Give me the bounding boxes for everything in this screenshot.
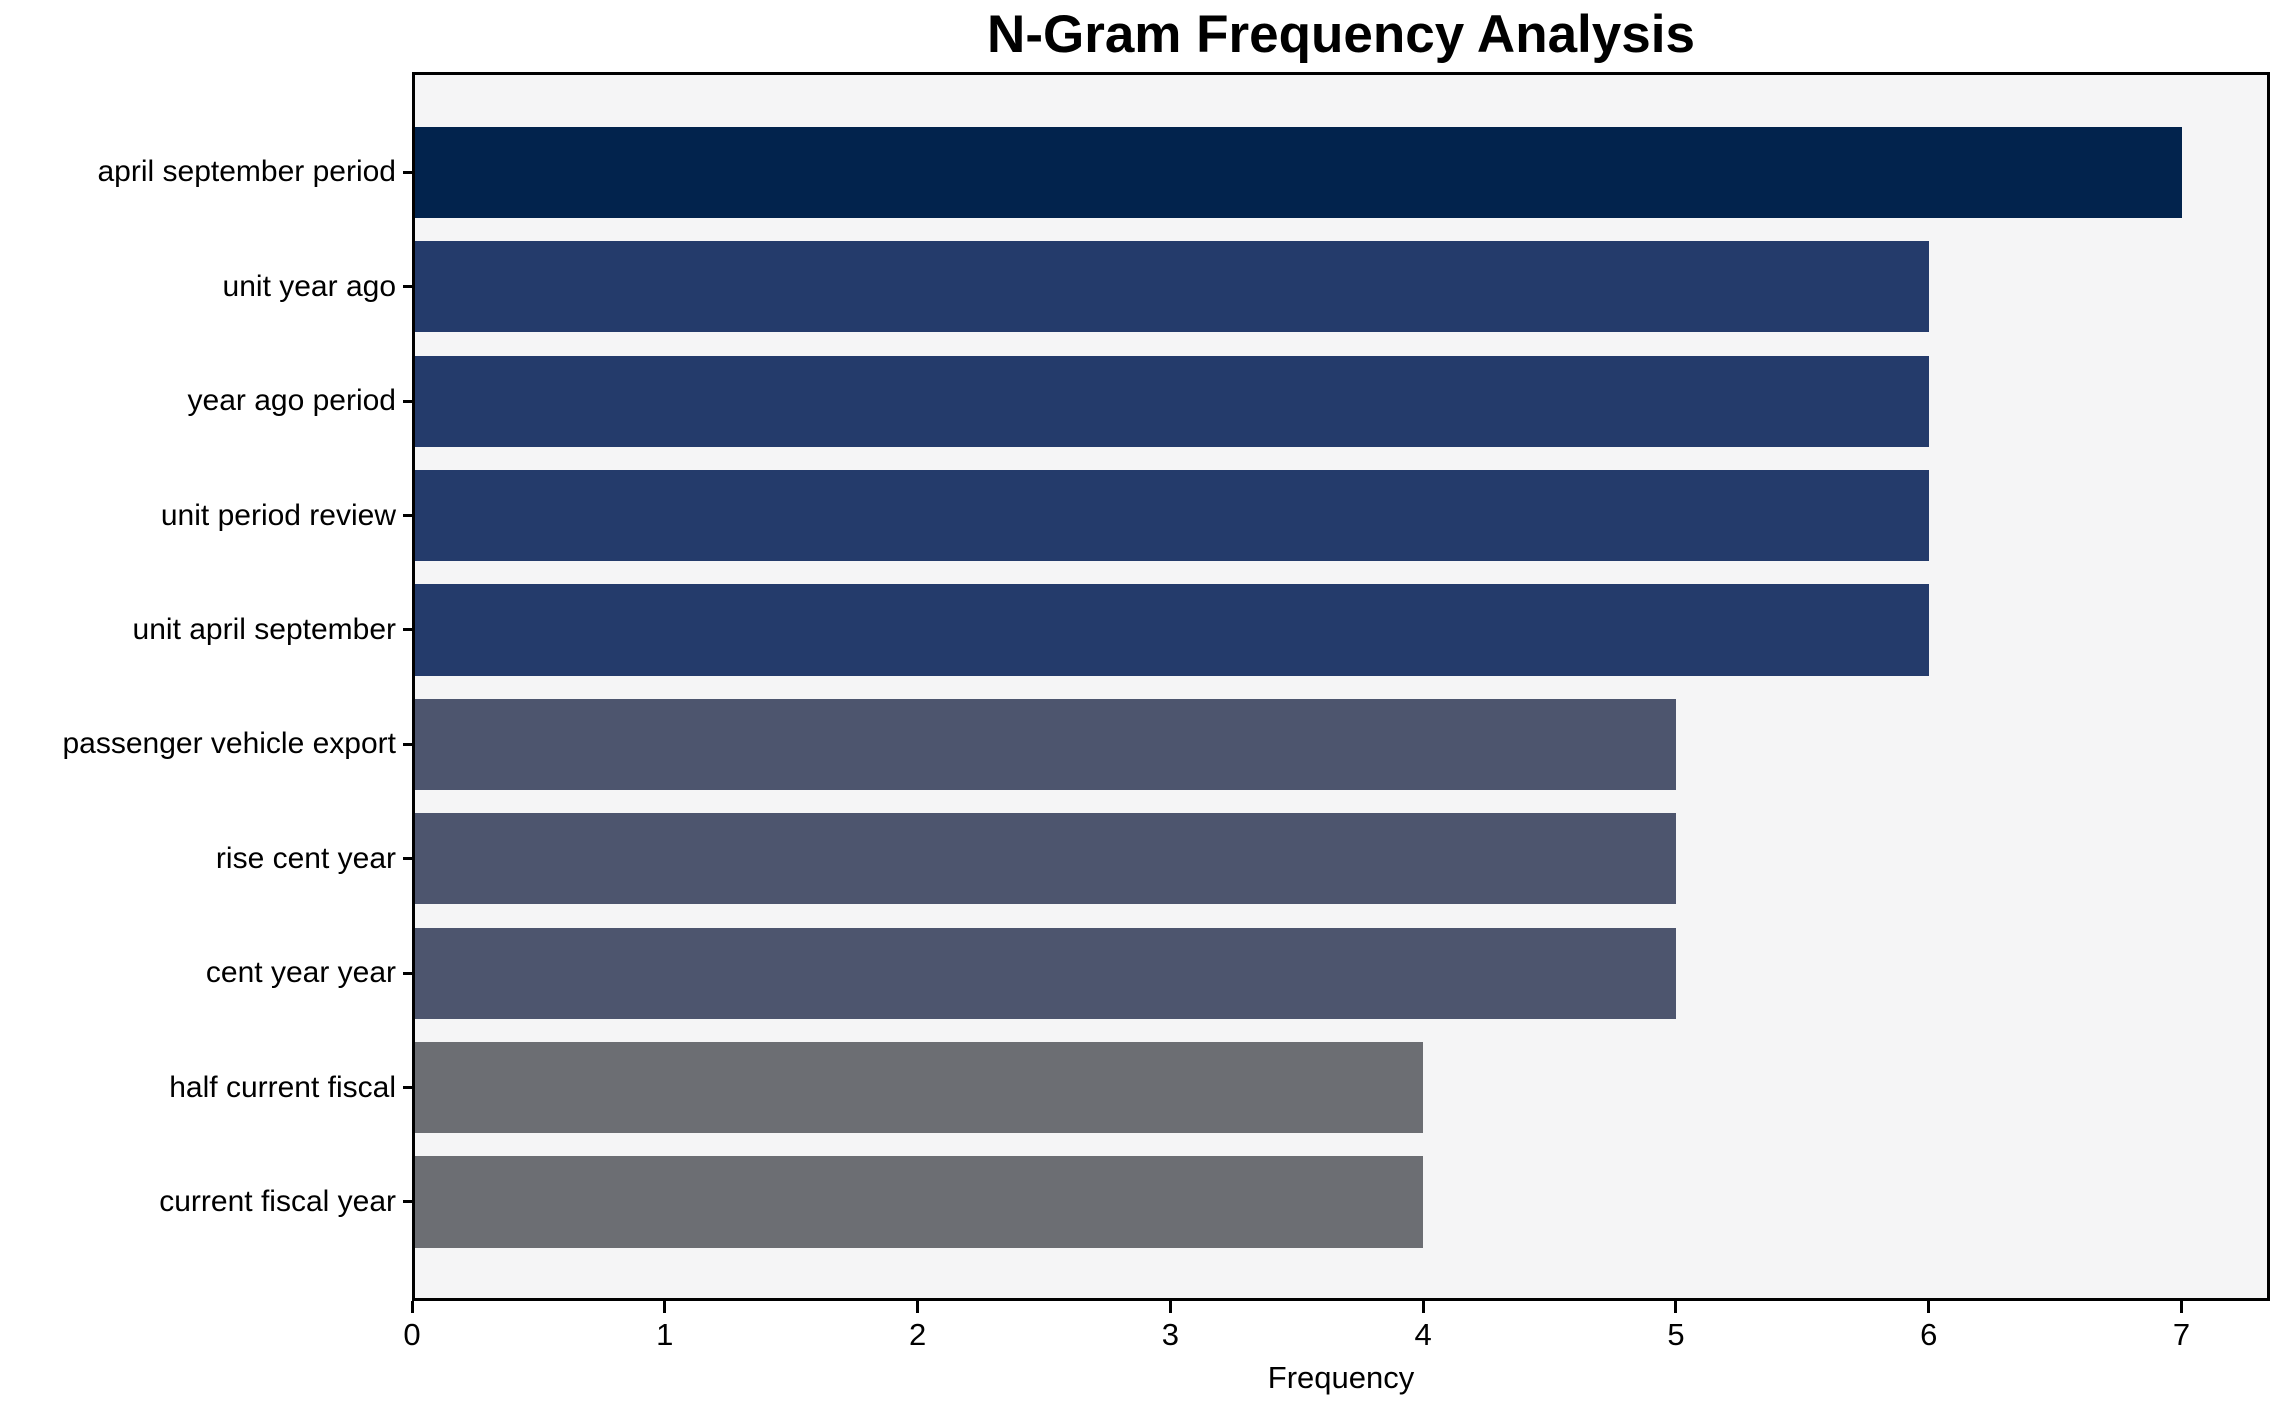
x-tick-mark [663,1301,667,1313]
y-tick-label: unit year ago [222,269,396,303]
x-tick-label: 5 [1667,1317,1685,1352]
y-tick-mark [403,1200,412,1204]
y-tick-label: rise cent year [215,841,396,875]
y-tick-mark [403,170,412,174]
x-tick-mark [410,1301,414,1313]
x-tick-mark [1421,1301,1425,1313]
x-axis-title: Frequency [1267,1360,1415,1395]
bar [412,355,1929,447]
y-tick-label: unit april september [132,612,396,646]
bar [412,584,1929,676]
y-tick-label: year ago period [187,384,396,418]
x-tick-mark [1674,1301,1678,1313]
bar [412,927,1676,1019]
x-tick-label: 4 [1414,1317,1432,1352]
y-tick-label: current fiscal year [159,1184,396,1218]
x-tick-mark [2180,1301,2184,1313]
bar [412,1041,1424,1134]
plot-area [412,72,2270,1301]
bar [412,698,1676,790]
y-tick-mark [403,285,412,289]
y-tick-mark [403,514,412,518]
y-tick-mark [403,628,412,632]
y-tick-label: unit period review [160,498,396,532]
y-tick-mark [403,971,412,975]
bar [412,1156,1424,1248]
x-tick-mark [1168,1301,1172,1313]
y-tick-mark [403,857,412,861]
y-tick-mark [403,742,412,746]
x-tick-mark [916,1301,920,1313]
y-tick-mark [403,399,412,403]
x-tick-label: 1 [656,1317,674,1352]
y-tick-label: half current fiscal [169,1070,396,1104]
x-tick-label: 0 [403,1317,421,1352]
x-tick-label: 7 [2172,1317,2191,1352]
bar [412,469,1929,562]
x-tick-label: 6 [1920,1317,1938,1352]
bar [412,126,2182,218]
bar [412,813,1676,905]
chart-title: N-Gram Frequency Analysis [987,5,1695,64]
y-tick-label: april september period [97,155,397,189]
bar [412,241,1929,333]
y-tick-label: cent year year [205,956,396,990]
x-tick-label: 3 [1161,1317,1179,1352]
y-tick-label: passenger vehicle export [62,727,396,761]
x-tick-mark [1927,1301,1931,1313]
y-tick-mark [403,1086,412,1090]
x-tick-label: 2 [908,1317,927,1352]
